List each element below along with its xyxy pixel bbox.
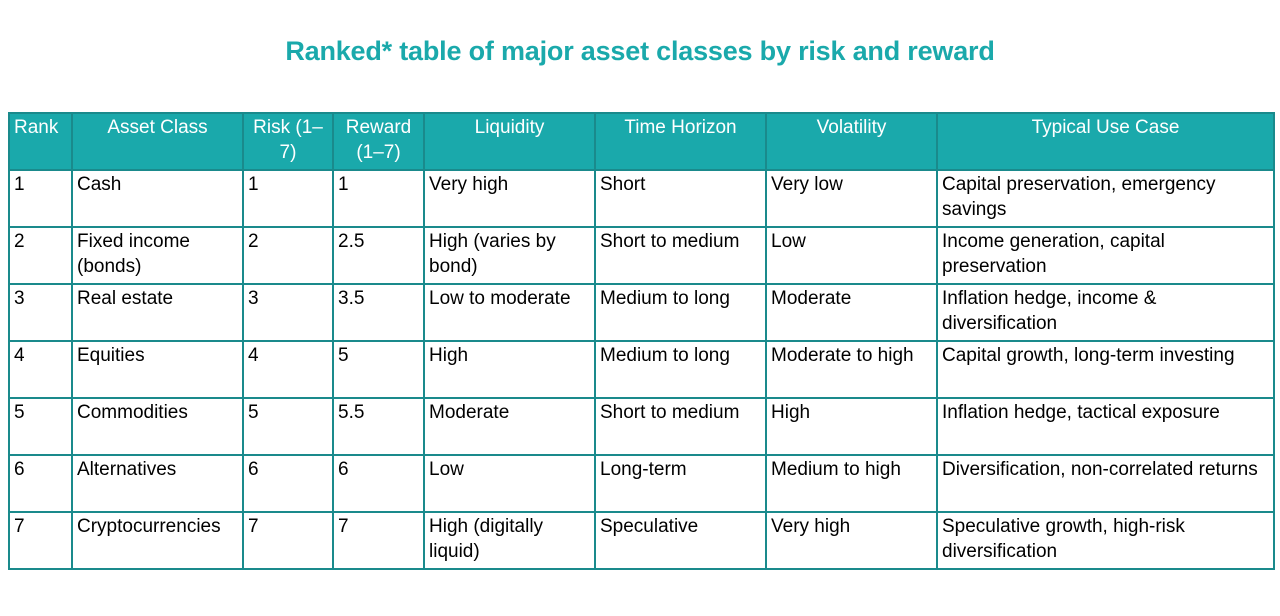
cell-use-case: Capital growth, long-term investing [936,340,1275,399]
cell-reward: 2.5 [332,226,425,285]
cell-reward: 7 [332,511,425,570]
column-header-rank: Rank [8,112,73,171]
column-header-volatility: Volatility [765,112,938,171]
cell-time-horizon: Short to medium [594,226,767,285]
cell-risk: 2 [242,226,334,285]
cell-reward: 3.5 [332,283,425,342]
cell-rank: 5 [8,397,73,456]
cell-asset-class: Real estate [71,283,244,342]
cell-volatility: Moderate to high [765,340,938,399]
table-row: 6 Alternatives 6 6 Low Long-term Medium to hig… [8,454,1275,513]
cell-asset-class: Alternatives [71,454,244,513]
cell-liquidity: High (varies by bond) [423,226,596,285]
cell-use-case: Capital preservation, emergency savings [936,169,1275,228]
cell-liquidity: Low to moderate [423,283,596,342]
cell-reward: 1 [332,169,425,228]
cell-time-horizon: Medium to long [594,340,767,399]
cell-rank: 6 [8,454,73,513]
cell-volatility: Very low [765,169,938,228]
cell-time-horizon: Speculative [594,511,767,570]
column-header-liquidity: Liquidity [423,112,596,171]
cell-volatility: High [765,397,938,456]
cell-rank: 3 [8,283,73,342]
cell-asset-class: Commodities [71,397,244,456]
cell-asset-class: Fixed income (bonds) [71,226,244,285]
cell-rank: 7 [8,511,73,570]
column-header-use-case: Typical Use Case [936,112,1275,171]
column-header-reward: Reward (1–7) [332,112,425,171]
cell-liquidity: High (digitally liquid) [423,511,596,570]
cell-liquidity: Moderate [423,397,596,456]
cell-time-horizon: Long-term [594,454,767,513]
cell-asset-class: Cryptocurrencies [71,511,244,570]
cell-risk: 4 [242,340,334,399]
cell-rank: 2 [8,226,73,285]
cell-time-horizon: Short [594,169,767,228]
cell-asset-class: Cash [71,169,244,228]
cell-risk: 6 [242,454,334,513]
cell-risk: 7 [242,511,334,570]
table-row: 1 Cash 1 1 Very high Short Very low Capital pre… [8,169,1275,228]
cell-volatility: Moderate [765,283,938,342]
cell-reward: 5 [332,340,425,399]
cell-use-case: Speculative growth, high-risk diversific… [936,511,1275,570]
cell-risk: 3 [242,283,334,342]
table-header-row: Rank Asset Class Risk (1–7) Reward (1–7) Liq… [8,112,1275,171]
table-row: 5 Commodities 5 5.5 Moderate Short to medium H… [8,397,1275,456]
cell-use-case: Diversification, non-correlated returns [936,454,1275,513]
cell-time-horizon: Short to medium [594,397,767,456]
asset-class-table: Rank Asset Class Risk (1–7) Reward (1–7) Liq… [8,112,1275,570]
table-row: 2 Fixed income (bonds) 2 2.5 High (varies by… [8,226,1275,285]
table-row: 7 Cryptocurrencies 7 7 High (digitally liqui… [8,511,1275,570]
column-header-asset-class: Asset Class [71,112,244,171]
cell-rank: 1 [8,169,73,228]
cell-liquidity: High [423,340,596,399]
cell-risk: 5 [242,397,334,456]
cell-use-case: Inflation hedge, tactical exposure [936,397,1275,456]
cell-volatility: Very high [765,511,938,570]
table-row: 3 Real estate 3 3.5 Low to moderate Medium to… [8,283,1275,342]
column-header-time-horizon: Time Horizon [594,112,767,171]
cell-use-case: Income generation, capital preservation [936,226,1275,285]
cell-time-horizon: Medium to long [594,283,767,342]
cell-asset-class: Equities [71,340,244,399]
cell-liquidity: Very high [423,169,596,228]
cell-risk: 1 [242,169,334,228]
page-title: Ranked* table of major asset classes by … [285,36,995,66]
cell-liquidity: Low [423,454,596,513]
table-row: 4 Equities 4 5 High Medium to long Moderate to… [8,340,1275,399]
cell-rank: 4 [8,340,73,399]
cell-reward: 5.5 [332,397,425,456]
cell-use-case: Inflation hedge, income & diversificatio… [936,283,1275,342]
cell-volatility: Low [765,226,938,285]
cell-volatility: Medium to high [765,454,938,513]
column-header-risk: Risk (1–7) [242,112,334,171]
cell-reward: 6 [332,454,425,513]
